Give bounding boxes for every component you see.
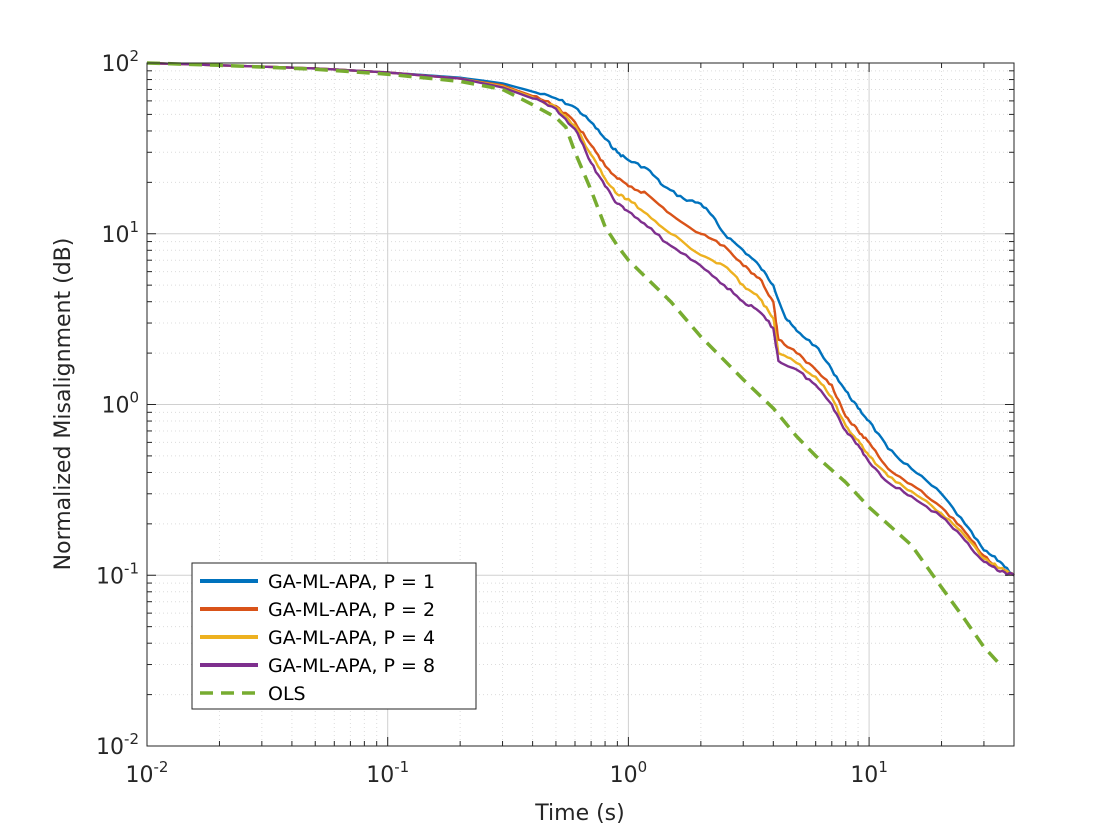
y-axis-label: Normalized Misalignment (dB) — [51, 238, 76, 571]
legend-label-5: OLS — [268, 683, 306, 705]
y-tick-label: 101 — [101, 218, 139, 248]
series-line-4 — [146, 61, 1015, 577]
legend-label-1: GA-ML-APA, P = 1 — [268, 571, 435, 593]
series-line-1 — [146, 61, 1015, 577]
legend-label-4: GA-ML-APA, P = 8 — [268, 655, 435, 677]
x-tick-label: 100 — [610, 758, 648, 788]
y-tick-label: 102 — [101, 47, 139, 77]
x-axis-label: Time (s) — [534, 801, 624, 826]
x-tick-label: 10-1 — [366, 758, 409, 788]
series-layer — [146, 61, 1015, 666]
legend-label-3: GA-ML-APA, P = 4 — [268, 627, 435, 649]
tick-labels: 10-2 10-1 100 101 10-2 10-1 100 101 102 — [96, 47, 888, 788]
legend-label-2: GA-ML-APA, P = 2 — [268, 599, 435, 621]
y-tick-label: 100 — [101, 389, 139, 419]
axis-ticks — [146, 62, 1014, 747]
y-tick-label: 10-2 — [96, 730, 139, 760]
y-tick-label: 10-1 — [96, 559, 139, 589]
x-tick-label: 10-2 — [126, 758, 169, 788]
legend: GA-ML-APA, P = 1 GA-ML-APA, P = 2 GA-ML-AP… — [191, 562, 477, 710]
series-line-5 — [146, 61, 1002, 666]
x-tick-label: 101 — [850, 758, 888, 788]
